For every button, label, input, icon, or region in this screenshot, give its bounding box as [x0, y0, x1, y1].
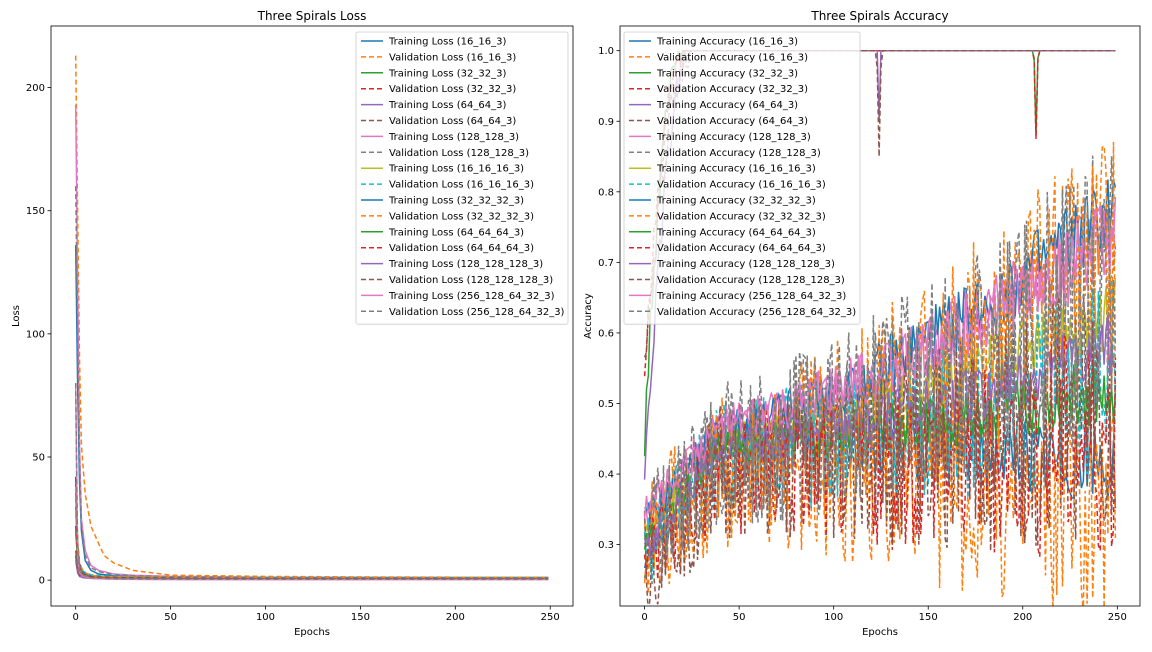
legend-entry: Validation Accuracy (128_128_128_3): [657, 275, 845, 286]
legend-entry: Training Accuracy (32_32_3): [656, 68, 798, 79]
y-tick-label: 150: [26, 206, 45, 217]
legend-entry: Training Loss (16_16_3): [388, 37, 506, 48]
legend-box: [623, 31, 861, 325]
x-tick-label: 100: [824, 612, 843, 623]
legend-entry: Training Loss (32_32_3): [388, 68, 506, 79]
legend-entry: Validation Loss (32_32_32_3): [389, 211, 534, 222]
x-axis-label: Epochs: [294, 627, 330, 638]
x-tick-label: 0: [72, 612, 78, 623]
y-tick-label: 50: [32, 452, 45, 463]
y-tick-label: 1.0: [598, 46, 614, 57]
y-tick-label: 200: [26, 83, 45, 94]
series-line: [74, 481, 549, 580]
y-tick-label: 0.5: [598, 399, 614, 410]
series-line: [74, 493, 549, 580]
legend-entry: Validation Loss (128_128_128_3): [389, 275, 553, 286]
legend-entry: Validation Loss (128_128_3): [389, 148, 529, 159]
legend: Training Accuracy (16_16_3) Validation Ac…: [623, 31, 861, 325]
series-line: [74, 476, 549, 579]
series-line: [643, 394, 1117, 606]
legend-entry: Training Loss (16_16_16_3): [388, 164, 524, 175]
y-axis-label: Accuracy: [583, 293, 594, 339]
chart-title: Three Spirals Loss: [257, 9, 367, 23]
legend-entry: Validation Accuracy (256_128_64_32_3): [657, 307, 856, 318]
legend-entry: Training Loss (64_64_64_3): [388, 227, 524, 238]
legend-entry: Validation Loss (256_128_64_32_3): [389, 307, 565, 318]
legend-entry: Training Accuracy (16_16_16_3): [656, 164, 816, 175]
legend-entry: Training Loss (256_128_64_32_3): [388, 291, 555, 302]
y-tick-label: 0.4: [598, 470, 614, 481]
x-tick-label: 150: [351, 612, 370, 623]
legend-entry: Validation Accuracy (64_64_64_3): [657, 243, 826, 254]
legend-entry: Training Accuracy (32_32_32_3): [656, 196, 816, 207]
y-tick-label: 0.8: [598, 187, 614, 198]
loss-chart: Three Spirals Loss 0 50 100 150 200 250 0 50 100 1…: [11, 9, 574, 638]
series-line: [643, 294, 1117, 606]
series-line: [74, 186, 549, 579]
series-line: [74, 506, 549, 579]
series-lines: [74, 55, 549, 581]
x-tick-label: 250: [541, 612, 560, 623]
legend-entry: Training Accuracy (256_128_64_32_3): [656, 291, 846, 302]
series-line: [643, 49, 1116, 358]
x-tick-label: 0: [641, 612, 647, 623]
x-tick-label: 200: [446, 612, 465, 623]
legend-entry: Validation Accuracy (128_128_3): [657, 148, 821, 159]
legend-box: [355, 31, 569, 325]
legend-entry: Training Accuracy (128_128_3): [656, 132, 811, 143]
y-tick-label: 100: [26, 329, 45, 340]
legend-entry: Training Accuracy (16_16_3): [656, 37, 798, 48]
y-tick-label: 0: [39, 576, 45, 587]
y-tick-label: 0.3: [598, 540, 614, 551]
legend-entry: Training Loss (64_64_3): [388, 100, 506, 111]
legend-entry: Validation Loss (16_16_16_3): [389, 180, 534, 191]
series-line: [74, 530, 549, 580]
legend-entry: Training Loss (128_128_128_3): [388, 259, 543, 270]
chart-title: Three Spirals Accuracy: [810, 9, 948, 23]
legend-entry: Training Loss (128_128_3): [388, 132, 519, 143]
series-line: [74, 525, 549, 580]
series-line: [643, 49, 1116, 377]
legend-entry: Validation Accuracy (16_16_3): [657, 52, 808, 63]
x-axis-label: Epochs: [862, 627, 898, 638]
x-tick-label: 50: [164, 612, 177, 623]
y-axis-label: Loss: [11, 305, 22, 327]
legend-entry: Training Accuracy (64_64_3): [656, 100, 798, 111]
legend-entry: Validation Accuracy (32_32_32_3): [657, 211, 826, 222]
legend-entry: Validation Loss (16_16_3): [389, 52, 516, 63]
series-line: [74, 486, 549, 579]
legend-entry: Validation Loss (32_32_3): [389, 84, 516, 95]
series-line: [74, 387, 549, 581]
x-tick-label: 200: [1013, 612, 1032, 623]
y-tick-label: 0.6: [598, 328, 614, 339]
legend-entry: Training Accuracy (64_64_64_3): [656, 227, 816, 238]
legend-entry: Validation Accuracy (64_64_3): [657, 116, 808, 127]
axes-frame: [619, 25, 1141, 607]
y-tick-label: 0.7: [598, 258, 614, 269]
accuracy-chart: Three Spirals Accuracy 0 50 100 150 200 250 0.3…: [583, 9, 1141, 638]
axes-frame: [50, 25, 574, 607]
legend-entry: Validation Accuracy (16_16_16_3): [657, 180, 826, 191]
series-line: [643, 176, 1117, 558]
series-line: [74, 550, 549, 580]
x-tick-label: 250: [1108, 612, 1127, 623]
x-tick-label: 100: [256, 612, 275, 623]
x-tick-label: 150: [919, 612, 938, 623]
legend: Training Loss (16_16_3) Validation Loss (…: [355, 31, 569, 325]
series-line: [74, 511, 549, 579]
legend-entry: Training Accuracy (128_128_128_3): [656, 259, 835, 270]
x-tick-label: 50: [733, 612, 746, 623]
series-line: [74, 383, 549, 580]
legend-entry: Validation Accuracy (32_32_3): [657, 84, 808, 95]
legend-entry: Training Loss (32_32_32_3): [388, 196, 524, 207]
legend-entry: Validation Loss (64_64_3): [389, 116, 516, 127]
y-tick-label: 0.9: [598, 117, 614, 128]
legend-entry: Validation Loss (64_64_64_3): [389, 243, 534, 254]
